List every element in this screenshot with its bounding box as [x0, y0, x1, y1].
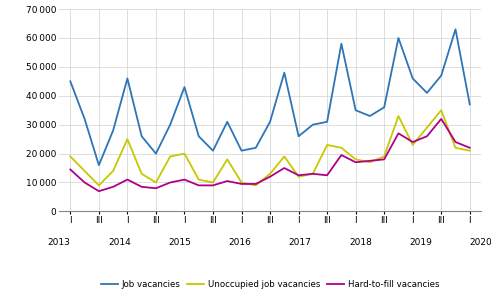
Unoccupied job vacancies [182, 152, 188, 156]
Text: 2015: 2015 [168, 238, 191, 247]
Job vacancies [239, 149, 245, 153]
Hard-to-fill vacancies [253, 182, 259, 186]
Unoccupied job vacancies [296, 175, 301, 178]
Hard-to-fill vacancies [96, 189, 102, 193]
Hard-to-fill vacancies [424, 134, 430, 138]
Text: 2013: 2013 [48, 238, 70, 247]
Job vacancies [267, 120, 273, 124]
Unoccupied job vacancies [267, 172, 273, 176]
Hard-to-fill vacancies [167, 181, 173, 184]
Hard-to-fill vacancies [267, 175, 273, 178]
Unoccupied job vacancies [110, 169, 116, 173]
Unoccupied job vacancies [281, 155, 287, 158]
Unoccupied job vacancies [338, 146, 344, 149]
Job vacancies [367, 114, 373, 118]
Unoccupied job vacancies [424, 126, 430, 129]
Hard-to-fill vacancies [353, 160, 358, 164]
Unoccupied job vacancies [196, 178, 202, 182]
Hard-to-fill vacancies [153, 186, 159, 190]
Job vacancies [124, 77, 130, 80]
Text: 2016: 2016 [228, 238, 251, 247]
Unoccupied job vacancies [239, 181, 245, 184]
Unoccupied job vacancies [410, 143, 416, 147]
Unoccupied job vacancies [167, 155, 173, 158]
Job vacancies [253, 146, 259, 149]
Hard-to-fill vacancies [239, 182, 245, 186]
Job vacancies [296, 134, 301, 138]
Line: Hard-to-fill vacancies: Hard-to-fill vacancies [70, 119, 470, 191]
Unoccupied job vacancies [453, 146, 459, 149]
Hard-to-fill vacancies [381, 158, 387, 161]
Text: 2019: 2019 [409, 238, 432, 247]
Hard-to-fill vacancies [367, 159, 373, 162]
Unoccupied job vacancies [310, 172, 316, 176]
Job vacancies [82, 117, 87, 121]
Hard-to-fill vacancies [124, 178, 130, 182]
Hard-to-fill vacancies [324, 173, 330, 177]
Unoccupied job vacancies [96, 184, 102, 187]
Hard-to-fill vacancies [110, 185, 116, 189]
Unoccupied job vacancies [367, 160, 373, 164]
Job vacancies [381, 105, 387, 109]
Text: 2017: 2017 [289, 238, 312, 247]
Hard-to-fill vacancies [196, 184, 202, 187]
Job vacancies [67, 79, 73, 83]
Job vacancies [153, 152, 159, 156]
Hard-to-fill vacancies [224, 179, 230, 183]
Unoccupied job vacancies [124, 137, 130, 141]
Job vacancies [310, 123, 316, 127]
Job vacancies [196, 134, 202, 138]
Unoccupied job vacancies [139, 172, 145, 176]
Hard-to-fill vacancies [338, 153, 344, 157]
Unoccupied job vacancies [438, 108, 444, 112]
Job vacancies [96, 163, 102, 167]
Hard-to-fill vacancies [453, 140, 459, 144]
Hard-to-fill vacancies [182, 178, 188, 182]
Text: 2018: 2018 [349, 238, 372, 247]
Hard-to-fill vacancies [67, 168, 73, 171]
Job vacancies [395, 36, 401, 40]
Hard-to-fill vacancies [310, 172, 316, 176]
Text: 2014: 2014 [108, 238, 131, 247]
Hard-to-fill vacancies [438, 117, 444, 121]
Unoccupied job vacancies [381, 155, 387, 158]
Job vacancies [424, 91, 430, 95]
Unoccupied job vacancies [82, 169, 87, 173]
Unoccupied job vacancies [353, 158, 358, 161]
Job vacancies [324, 120, 330, 124]
Unoccupied job vacancies [224, 158, 230, 161]
Hard-to-fill vacancies [210, 184, 216, 187]
Hard-to-fill vacancies [410, 140, 416, 144]
Line: Unoccupied job vacancies: Unoccupied job vacancies [70, 110, 470, 185]
Hard-to-fill vacancies [82, 181, 87, 184]
Job vacancies [353, 108, 358, 112]
Line: Job vacancies: Job vacancies [70, 29, 470, 165]
Job vacancies [281, 71, 287, 75]
Job vacancies [139, 134, 145, 138]
Hard-to-fill vacancies [139, 185, 145, 189]
Job vacancies [224, 120, 230, 124]
Legend: Job vacancies, Unoccupied job vacancies, Hard-to-fill vacancies: Job vacancies, Unoccupied job vacancies,… [97, 276, 443, 292]
Unoccupied job vacancies [395, 114, 401, 118]
Unoccupied job vacancies [467, 149, 473, 153]
Hard-to-fill vacancies [395, 132, 401, 135]
Job vacancies [338, 42, 344, 46]
Job vacancies [467, 103, 473, 106]
Unoccupied job vacancies [253, 184, 259, 187]
Job vacancies [167, 123, 173, 127]
Hard-to-fill vacancies [467, 146, 473, 149]
Text: 2020: 2020 [470, 238, 491, 247]
Job vacancies [410, 77, 416, 80]
Job vacancies [210, 149, 216, 153]
Unoccupied job vacancies [153, 181, 159, 184]
Hard-to-fill vacancies [281, 166, 287, 170]
Job vacancies [110, 129, 116, 132]
Hard-to-fill vacancies [296, 173, 301, 177]
Unoccupied job vacancies [210, 181, 216, 184]
Job vacancies [182, 85, 188, 89]
Job vacancies [438, 74, 444, 77]
Unoccupied job vacancies [67, 155, 73, 158]
Unoccupied job vacancies [324, 143, 330, 147]
Job vacancies [453, 27, 459, 31]
